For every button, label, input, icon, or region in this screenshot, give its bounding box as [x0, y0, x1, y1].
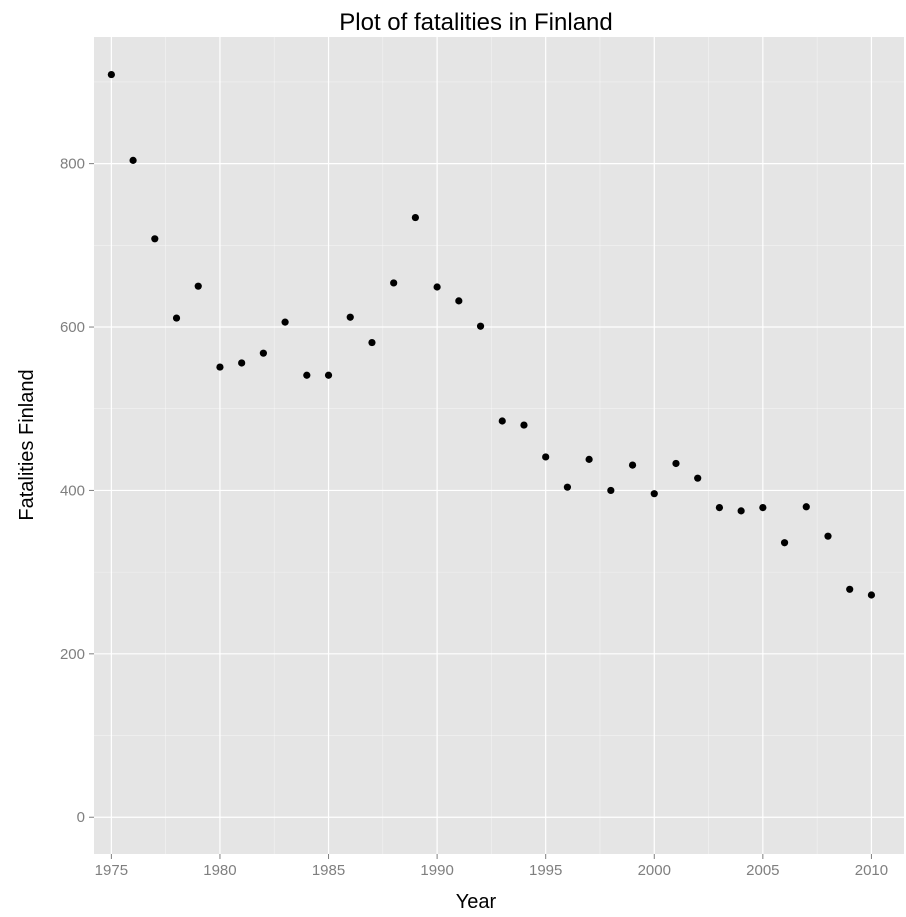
major-gridlines: [94, 37, 904, 854]
data-point: [346, 313, 354, 321]
data-point: [498, 417, 506, 425]
data-point: [411, 213, 419, 222]
data-point: [824, 532, 832, 540]
data-point: [563, 483, 572, 491]
x-tick-label: 1995: [529, 862, 562, 879]
x-tick-label: 1980: [203, 862, 236, 879]
x-tick-labels: 1975 1980 1985 1990 1995 2000 2005 2010: [95, 862, 888, 879]
data-point: [650, 490, 658, 498]
data-point: [281, 318, 289, 326]
data-point: [216, 363, 224, 371]
x-tick-label: 2005: [746, 862, 779, 879]
data-point: [455, 297, 463, 305]
y-tick-label: 800: [60, 156, 85, 173]
data-point: [846, 585, 854, 593]
y-tick-label: 200: [60, 646, 85, 663]
plot-panel: [94, 37, 904, 854]
x-tick-label: 1990: [420, 862, 453, 879]
y-tick-labels: 0 200 400 600 800: [60, 156, 85, 827]
y-tick-label: 0: [77, 809, 85, 826]
y-tick-label: 400: [60, 482, 85, 499]
data-points: [107, 70, 876, 599]
data-point: [715, 503, 724, 512]
data-point: [694, 474, 702, 482]
data-point: [802, 503, 810, 511]
x-tick-label: 1985: [312, 862, 345, 879]
chart-title: Plot of fatalities in Finland: [339, 9, 612, 36]
data-point: [390, 279, 398, 287]
y-axis-title: Fatalities Finland: [16, 369, 38, 520]
data-point: [542, 453, 550, 461]
data-point: [476, 322, 485, 330]
x-axis-title: Year: [456, 891, 497, 913]
data-point: [628, 461, 637, 469]
axis-ticks: [89, 163, 872, 859]
data-point: [672, 459, 680, 468]
data-point: [107, 70, 115, 79]
data-point: [433, 283, 441, 291]
data-point: [520, 421, 528, 429]
data-point: [194, 282, 202, 290]
y-tick-label: 600: [60, 319, 85, 336]
data-point: [368, 338, 376, 347]
data-point: [259, 349, 267, 357]
data-point: [867, 591, 876, 599]
minor-gridlines: [94, 37, 904, 854]
x-tick-label: 2010: [855, 862, 888, 879]
data-point: [737, 507, 745, 515]
x-tick-label: 2000: [638, 862, 671, 879]
data-point: [324, 371, 333, 379]
x-tick-label: 1975: [95, 862, 128, 879]
data-point: [238, 359, 246, 367]
data-point: [780, 539, 789, 547]
data-point: [607, 486, 615, 495]
data-point: [172, 314, 181, 322]
data-point: [303, 371, 311, 379]
data-point: [759, 503, 767, 512]
data-point: [585, 455, 593, 463]
data-point: [151, 235, 159, 243]
data-point: [129, 156, 137, 164]
